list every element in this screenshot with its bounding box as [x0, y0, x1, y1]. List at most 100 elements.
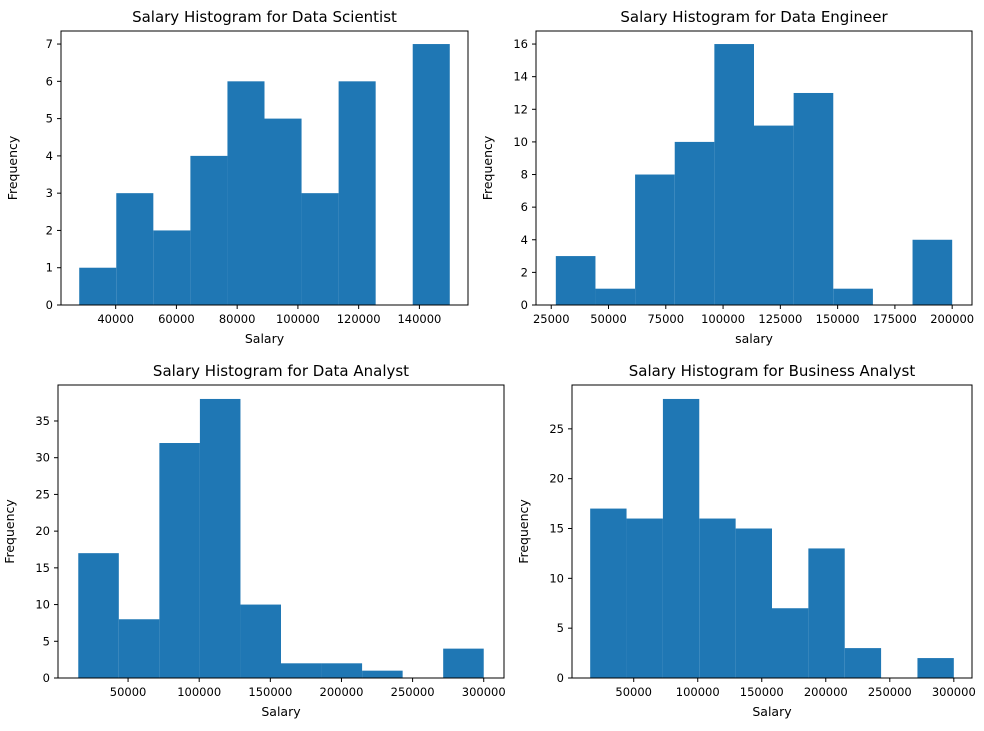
x-tick-label: 100000	[701, 312, 745, 326]
y-axis-label: Frequency	[2, 499, 17, 564]
y-tick-label: 6	[521, 200, 528, 214]
y-tick-label: 15	[549, 522, 564, 536]
x-tick-label: 50000	[110, 685, 147, 699]
histogram-bar-2	[116, 193, 154, 305]
chart-title: Salary Histogram for Business Analyst	[629, 362, 916, 380]
y-tick-label: 5	[557, 621, 564, 635]
histogram-bar-6	[264, 118, 302, 306]
x-axis-label: Salary	[752, 704, 792, 719]
y-tick-label: 5	[46, 112, 53, 126]
x-tick-label: 50000	[615, 685, 652, 699]
histogram-bar-3	[635, 174, 675, 305]
chart-title: Salary Histogram for Data Analyst	[153, 362, 409, 380]
y-tick-label: 0	[557, 671, 564, 685]
histogram-bar-8	[338, 81, 376, 305]
histogram-bar-10	[912, 239, 953, 305]
y-tick-label: 20	[35, 524, 50, 538]
histogram-bar-1	[555, 256, 596, 305]
y-tick-label: 10	[549, 571, 564, 585]
histogram-bar-8	[844, 648, 882, 678]
x-tick-label: 300000	[932, 685, 976, 699]
histogram-bar-6	[281, 663, 322, 678]
histogram-bar-5	[240, 604, 281, 678]
histogram-bar-6	[754, 125, 794, 305]
x-tick-label: 25000	[533, 312, 570, 326]
x-tick-label: 300000	[462, 685, 506, 699]
histogram-bar-5	[735, 528, 772, 678]
histogram-bar-7	[321, 663, 363, 678]
x-tick-label: 40000	[97, 312, 134, 326]
histogram-bar-4	[190, 155, 228, 305]
y-tick-label: 20	[549, 472, 564, 486]
x-tick-label: 80000	[219, 312, 256, 326]
y-tick-label: 0	[43, 671, 50, 685]
y-tick-label: 5	[43, 634, 50, 648]
x-tick-label: 120000	[337, 312, 381, 326]
histogram-bar-2	[118, 619, 160, 678]
subplot-data-scientist: Salary Histogram for Data Scientist Sala…	[5, 8, 469, 346]
y-tick-label: 10	[513, 135, 528, 149]
y-tick-label: 4	[46, 149, 53, 163]
histogram-bar-1	[78, 553, 119, 678]
histogram-bar-8	[362, 670, 403, 678]
y-tick-label: 8	[521, 168, 528, 182]
x-tick-label: 75000	[647, 312, 684, 326]
histogram-bar-7	[301, 193, 339, 305]
x-tick-label: 250000	[391, 685, 435, 699]
x-tick-label: 60000	[158, 312, 195, 326]
histogram-bar-3	[662, 398, 700, 678]
histogram-bar-3	[159, 443, 200, 678]
y-tick-label: 0	[46, 298, 53, 312]
x-tick-label: 100000	[177, 685, 221, 699]
histogram-bar-2	[626, 518, 663, 678]
chart-title: Salary Histogram for Data Scientist	[132, 8, 397, 26]
y-tick-label: 25	[549, 422, 564, 436]
y-tick-label: 6	[46, 74, 53, 88]
histogram-bar-10	[917, 658, 954, 678]
histogram-bar-3	[153, 230, 191, 305]
y-tick-label: 25	[35, 487, 50, 501]
y-tick-label: 1	[46, 261, 53, 275]
x-axis-label: salary	[735, 331, 773, 346]
y-tick-label: 3	[46, 186, 53, 200]
y-tick-label: 30	[35, 451, 50, 465]
y-axis-label: Frequency	[516, 499, 531, 564]
x-axis-label: Salary	[245, 331, 285, 346]
x-tick-label: 150000	[816, 312, 860, 326]
chart-title: Salary Histogram for Data Engineer	[620, 8, 888, 26]
histogram-bar-8	[833, 288, 873, 305]
subplot-business-analyst: Salary Histogram for Business Analyst Sa…	[516, 362, 976, 719]
x-tick-label: 200000	[320, 685, 364, 699]
y-tick-label: 2	[46, 223, 53, 237]
x-tick-label: 250000	[868, 685, 912, 699]
y-axis-label: Frequency	[480, 135, 495, 200]
histogram-bar-4	[699, 518, 736, 678]
y-tick-label: 35	[35, 414, 50, 428]
histogram-bar-2	[595, 288, 636, 305]
y-tick-label: 10	[35, 598, 50, 612]
x-tick-label: 175000	[873, 312, 917, 326]
y-tick-label: 16	[513, 37, 528, 51]
y-tick-label: 14	[513, 70, 528, 84]
axes-frame	[60, 30, 469, 306]
histogram-bar-5	[227, 81, 265, 305]
histogram-bar-6	[772, 608, 809, 678]
subplot-data-engineer: Salary Histogram for Data Engineer salar…	[480, 8, 974, 346]
y-tick-label: 12	[513, 102, 528, 116]
histogram-bar-1	[79, 267, 117, 305]
axes-frame	[535, 30, 973, 306]
x-tick-label: 125000	[758, 312, 802, 326]
x-tick-label: 50000	[590, 312, 627, 326]
y-tick-label: 7	[46, 37, 53, 51]
x-tick-label: 140000	[397, 312, 441, 326]
x-tick-label: 200000	[804, 685, 848, 699]
y-tick-label: 4	[521, 233, 528, 247]
x-tick-label: 200000	[930, 312, 974, 326]
histogram-bar-1	[590, 508, 627, 678]
x-tick-label: 100000	[676, 685, 720, 699]
x-tick-label: 150000	[248, 685, 292, 699]
x-axis-label: Salary	[261, 704, 301, 719]
x-tick-label: 100000	[276, 312, 320, 326]
histogram-bar-4	[674, 141, 715, 305]
